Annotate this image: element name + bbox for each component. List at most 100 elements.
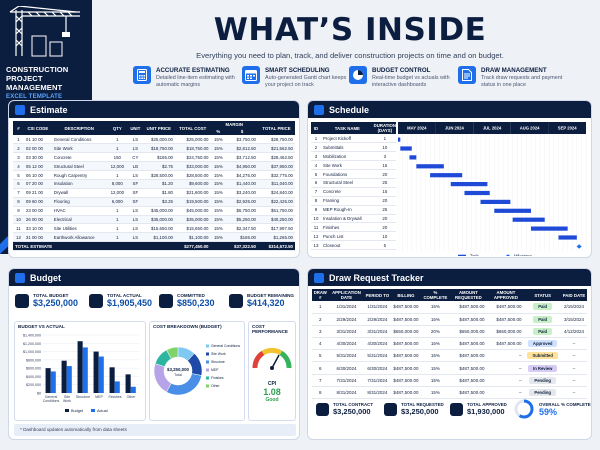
- status-badge: Approved: [527, 340, 558, 348]
- table-cell: –: [560, 361, 587, 375]
- gantt-bar: [464, 190, 490, 196]
- table-cell: $24,750.00: [175, 152, 211, 163]
- footer-label: TOTAL REQUESTED: [401, 402, 444, 407]
- table-cell: $28,462.50: [258, 152, 295, 163]
- cpi-value: 1.08: [263, 387, 281, 397]
- table-cell: $165.00: [226, 232, 258, 243]
- status-cell: In Review: [524, 361, 561, 375]
- kpi-label: COMMITTED: [177, 293, 205, 298]
- budget-vs-actual-card: BUDGET VS ACTUAL $0 $200,000 $400,000 $600,…: [14, 321, 146, 421]
- table-cell: 07 20 00: [23, 179, 52, 189]
- legend-label: MEP: [211, 368, 219, 372]
- task-row: 11 Finishes 20: [311, 222, 396, 233]
- table-cell: 01 10 00: [23, 135, 52, 145]
- table-cell: $487,500.00: [449, 337, 488, 351]
- table-cell: $487,500.00: [390, 301, 422, 314]
- gantt-bar: [430, 173, 463, 178]
- footer-total-contract: TOTAL CONTRACT $3,250,000: [316, 402, 373, 416]
- table-cell: 15%: [210, 170, 227, 180]
- gantt-month-header: [435, 122, 474, 134]
- footer-label: TOTAL CONTRACT: [333, 402, 373, 407]
- table-cell: $35,000.00: [175, 215, 211, 225]
- col-header: BILLING: [390, 289, 422, 301]
- table-row: 4 05 12 00 Structural Steel 12,000 LB $2.75 $3…: [13, 161, 295, 172]
- table-cell: $1,100.00: [142, 232, 175, 243]
- table-cell: 26 00 00: [23, 215, 52, 225]
- table-cell: 15%: [210, 135, 227, 145]
- legend-swatch: [65, 409, 69, 412]
- legend-label: Finishes: [211, 376, 224, 380]
- footer-overall-complete: OVERALL % COMPLETE 59%: [513, 398, 591, 420]
- donut-center-label: Total: [174, 373, 182, 377]
- task-name: MEP Rough-In: [321, 205, 374, 215]
- gantt-month-header: [510, 122, 549, 134]
- y-tick-label: $1,400,000: [23, 334, 41, 338]
- bar-budget: [61, 360, 67, 393]
- table-cell: 7: [13, 188, 24, 198]
- footer-value: $1,930,000: [467, 407, 505, 416]
- table-cell: 33 10 00: [23, 223, 52, 234]
- kpi-value: $414,320: [247, 298, 285, 308]
- table-cell: $3,750.00: [226, 135, 258, 145]
- table-cell: 8,000: [106, 179, 128, 189]
- gantt-month-label: JUL 2024: [483, 126, 502, 131]
- feature-desc: Auto-generated Gantt chart keeps your pr…: [265, 75, 347, 88]
- table-cell: $35,000.00: [142, 215, 175, 225]
- bar-budget: [45, 368, 51, 393]
- kpi-value: $850,230: [177, 298, 215, 308]
- table-cell: LB: [127, 161, 143, 172]
- document-icon: [384, 402, 397, 416]
- col-subheader: $: [226, 128, 258, 135]
- table-cell: 09 60 00: [23, 197, 52, 207]
- table-cell: $1,100.00: [175, 232, 211, 243]
- table-cell: $18,750.00: [142, 143, 175, 154]
- task-row: 9 MEP Rough-In 25: [311, 205, 396, 215]
- kpi-value: $3,250,000: [33, 298, 79, 308]
- y-tick-label: $0: [37, 392, 41, 396]
- table-cell: LS: [127, 215, 143, 225]
- draw-row: 2 2/29/2024 2/29/2024 $487,500.00 15% $487,50…: [312, 313, 587, 326]
- table-cell: 2: [13, 143, 24, 154]
- status-badge: In Review: [528, 364, 558, 372]
- table-row: 12 31 00 00 Earthwork Allowance 1 LS $1,100.0…: [13, 232, 295, 243]
- table-cell: $45,000.00: [175, 206, 211, 216]
- table-cell: $17,997.50: [258, 223, 295, 234]
- task-duration: 3: [373, 151, 396, 162]
- status-badge: Pending: [529, 388, 556, 396]
- col-header: PAID DATE: [560, 289, 587, 301]
- legend-swatch: [206, 360, 209, 364]
- feature-budget: BUDGET CONTROL Real-time budget vs actual…: [349, 66, 460, 88]
- task-row: 4 Site Work 15: [311, 160, 396, 171]
- table-cell: Concrete: [51, 152, 107, 163]
- table-cell: 8: [13, 197, 24, 207]
- feature-title: SMART SCHEDULING: [265, 67, 330, 74]
- table-cell: $6,750.00: [226, 206, 258, 216]
- feature-title: BUDGET CONTROL: [372, 67, 431, 74]
- kpi-committed: COMMITTED $850,230: [159, 293, 215, 308]
- table-cell: 23 00 00: [23, 206, 52, 216]
- brand-title-line-1: CONSTRUCTION: [6, 65, 69, 74]
- x-tick-label: Structure: [76, 395, 90, 399]
- schedule-icon: [314, 104, 324, 115]
- table-cell: $21,600.00: [175, 188, 211, 198]
- task-duration: 15: [373, 187, 396, 197]
- draw-row: 1 1/31/2024 1/31/2024 $487,500.00 15% $487,50…: [312, 301, 587, 314]
- task-id: 1: [311, 134, 321, 144]
- table-cell: $487,500.00: [390, 361, 422, 375]
- table-cell: Insulation: [51, 179, 107, 189]
- table-cell: 4: [13, 161, 24, 172]
- table-cell: SF: [127, 197, 143, 207]
- document-icon: [458, 66, 476, 84]
- table-cell: 09 21 00: [23, 188, 52, 198]
- table-cell: $28,500.00: [142, 170, 175, 180]
- wallet-icon: [89, 293, 103, 308]
- estimate-panel: Estimate # CSI CODE DESCRIPTION QTY UNIT…: [8, 100, 300, 258]
- estimate-table: # CSI CODE DESCRIPTION QTY UNIT UNIT PRI…: [13, 121, 295, 252]
- table-row: 2 02 00 00 Site Work 1 LS $18,750.00 $18,750.0…: [13, 143, 295, 154]
- task-row: 3 Mobilization 3: [311, 151, 396, 162]
- table-cell: 12: [13, 232, 24, 243]
- col-header: APPLICATION DATE: [328, 289, 365, 301]
- kpi-label: TOTAL BUDGET: [33, 293, 69, 298]
- gantt-month-label: MAY 2024: [407, 126, 427, 131]
- task-duration: 15: [373, 160, 396, 171]
